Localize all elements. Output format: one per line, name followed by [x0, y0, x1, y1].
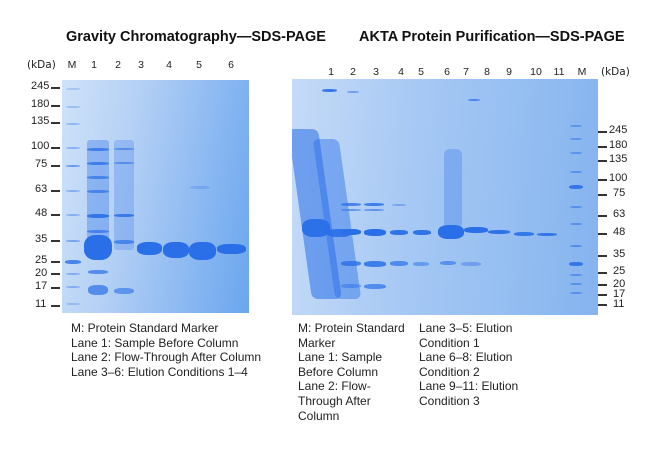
right-mw-245: 245 [609, 124, 628, 136]
left-mw-17: 17 [35, 280, 48, 292]
left-lane-3: 3 [138, 59, 144, 71]
left-tick [51, 240, 60, 242]
right-mw-63: 63 [613, 208, 626, 220]
right-lane-2: 2 [350, 66, 356, 78]
legend-line: Lane 6–8: Elution [419, 350, 513, 365]
legend-line: M: Protein Standard [298, 321, 405, 335]
left-tick [51, 214, 60, 216]
left-lane-m: M [67, 59, 77, 71]
right-lane-6: 6 [444, 66, 450, 78]
legend-line: Condition 2 [419, 364, 480, 379]
left-tick [51, 273, 60, 275]
right-kda-unit: (kDa) [601, 66, 630, 78]
legend-line: Lane 2: Flow- [298, 379, 371, 394]
right-lane-11: 11 [553, 66, 565, 78]
legend-line: Lane 3–6: Elution Conditions 1–4 [71, 364, 248, 379]
left-mw-180: 180 [31, 98, 50, 110]
left-mw-35: 35 [35, 233, 48, 245]
right-lane-10: 10 [530, 66, 542, 78]
right-tick [598, 215, 607, 217]
left-mw-245: 245 [31, 80, 50, 92]
gravity-gel-image [62, 80, 249, 313]
legend-line: Lane 1: Sample Before Column [71, 335, 239, 350]
right-legend-col2: Lane 3–5: Elution Condition 1 Lane 6–8: … [419, 321, 518, 409]
right-lane-3: 3 [373, 66, 379, 78]
legend-line: Lane 9–11: Elution [419, 379, 519, 394]
gravity-gel-title: Gravity Chromatography—SDS-PAGE [66, 29, 326, 45]
left-legend: M: Protein Standard Marker Lane 1: Sampl… [71, 321, 261, 379]
right-tick [598, 233, 607, 235]
right-tick [598, 304, 607, 306]
right-lane-7: 7 [463, 66, 469, 78]
right-tick [598, 255, 607, 257]
legend-line: Through After [298, 393, 371, 408]
right-legend-col1: M: Protein Standard Marker Lane 1: Sampl… [298, 321, 405, 423]
legend-line: Lane 2: Flow-Through After Column [71, 350, 262, 365]
left-tick [51, 287, 60, 289]
left-lane-5: 5 [196, 59, 202, 71]
left-mw-63: 63 [35, 183, 48, 195]
left-tick [51, 305, 60, 307]
right-mw-180: 180 [609, 139, 628, 151]
right-tick [598, 294, 607, 296]
right-tick [598, 131, 607, 133]
left-mw-48: 48 [35, 207, 48, 219]
left-tick [51, 122, 60, 124]
akta-gel-title: AKTA Protein Purification—SDS-PAGE [359, 29, 625, 45]
left-tick [51, 87, 60, 89]
right-lane-1: 1 [328, 66, 334, 78]
right-lane-9: 9 [506, 66, 512, 78]
right-mw-25: 25 [613, 265, 626, 277]
right-tick [598, 146, 607, 148]
left-mw-100: 100 [31, 140, 50, 152]
right-mw-17: 17 [613, 288, 626, 300]
left-lane-4: 4 [166, 59, 172, 71]
left-lane-1: 1 [91, 59, 97, 71]
legend-line: Before Column [298, 364, 379, 379]
legend-line: Marker [298, 335, 336, 350]
right-lane-5: 5 [418, 66, 424, 78]
left-tick [51, 147, 60, 149]
left-tick [51, 105, 60, 107]
legend-line: Condition 1 [419, 335, 480, 350]
right-mw-35: 35 [613, 248, 626, 260]
legend-line: Lane 1: Sample [298, 350, 383, 365]
right-lane-8: 8 [484, 66, 490, 78]
right-mw-11: 11 [613, 298, 625, 310]
left-tick [51, 190, 60, 192]
legend-line: Column [298, 408, 340, 423]
right-tick [598, 194, 607, 196]
right-tick [598, 284, 607, 286]
right-mw-48: 48 [613, 226, 626, 238]
right-mw-75: 75 [613, 187, 626, 199]
left-mw-75: 75 [35, 158, 48, 170]
right-tick [598, 160, 607, 162]
right-tick [598, 272, 607, 274]
left-lane-6: 6 [228, 59, 234, 71]
left-mw-20: 20 [35, 267, 48, 279]
right-lane-m: M [577, 66, 587, 78]
legend-line: Condition 3 [419, 393, 480, 408]
left-mw-135: 135 [31, 115, 50, 127]
legend-line: M: Protein Standard Marker [71, 321, 219, 335]
left-mw-11: 11 [35, 298, 47, 310]
left-tick [51, 261, 60, 263]
right-tick [598, 179, 607, 181]
right-mw-20: 20 [613, 278, 626, 290]
right-mw-100: 100 [609, 172, 628, 184]
legend-line: Lane 3–5: Elution [419, 321, 513, 335]
left-tick [51, 165, 60, 167]
left-lane-2: 2 [115, 59, 121, 71]
left-mw-25: 25 [35, 254, 48, 266]
akta-gel-image [292, 79, 598, 315]
right-lane-4: 4 [398, 66, 404, 78]
right-mw-135: 135 [609, 153, 628, 165]
left-kda-unit: (kDa) [27, 59, 56, 71]
